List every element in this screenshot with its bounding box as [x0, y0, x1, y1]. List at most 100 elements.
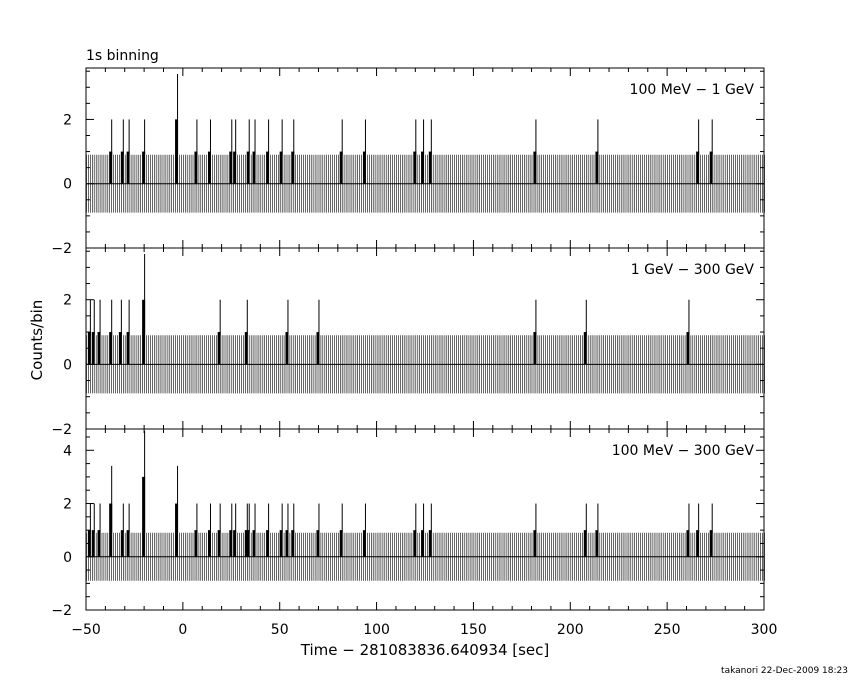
event-bin — [244, 503, 248, 557]
y-tick-label: 0 — [63, 177, 72, 193]
event-bin — [428, 119, 432, 184]
panel-2: −2 0 2 1 GeV − 300 GeV — [51, 247, 765, 438]
event-bin — [97, 503, 101, 557]
binning-label: 1s binning — [86, 48, 159, 64]
event-bin — [246, 503, 250, 557]
event-bin — [142, 430, 146, 557]
event-bin — [91, 299, 95, 365]
event-bin — [279, 119, 283, 184]
event-bin — [709, 119, 713, 184]
event-bin — [421, 503, 425, 557]
event-bin — [207, 119, 211, 184]
event-bin — [266, 119, 270, 184]
event-bin — [709, 503, 713, 557]
panel-3: −2 0 2 4 100 MeV − 300 GeV — [51, 428, 765, 619]
event-bin — [696, 119, 700, 184]
event-bin — [421, 119, 425, 184]
event-bin — [207, 503, 211, 557]
event-bin — [109, 465, 113, 557]
event-bin — [109, 119, 113, 184]
event-bin — [339, 119, 343, 184]
x-tick-label: 50 — [271, 622, 289, 638]
event-bin — [266, 503, 270, 557]
event-bin — [233, 503, 237, 557]
y-axis-label: Counts/bin — [28, 300, 46, 381]
event-bin — [126, 119, 130, 184]
panel-1: −2 0 2 100 MeV − 1 GeV — [51, 67, 765, 257]
event-bin — [252, 503, 256, 557]
x-tick-label: 0 — [178, 622, 187, 638]
event-bin — [316, 299, 320, 365]
event-bin — [279, 503, 283, 557]
energy-band-label: 1 GeV − 300 GeV — [631, 262, 755, 278]
event-bin — [217, 503, 221, 557]
event-bin — [194, 503, 198, 557]
x-tick-label: 100 — [363, 622, 390, 638]
event-bin — [252, 119, 256, 184]
event-bin — [246, 119, 250, 184]
event-bin — [120, 119, 124, 184]
event-bin — [291, 503, 295, 557]
y-tick-label: 2 — [63, 497, 72, 513]
panel-frame — [85, 428, 765, 611]
event-bin — [533, 299, 537, 365]
x-tick-label: 200 — [557, 622, 584, 638]
x-axis-label: Time − 281083836.640934 [sec] — [300, 641, 550, 659]
x-tick-labels: −50 0 50 100 150 200 250 300 — [71, 622, 777, 638]
energy-band-label: 100 MeV − 1 GeV — [630, 82, 755, 98]
event-bin — [97, 299, 101, 365]
event-bin — [194, 119, 198, 184]
y-tick-label: −2 — [51, 241, 72, 257]
event-bin — [583, 299, 587, 365]
energy-band-label: 100 MeV − 300 GeV — [612, 443, 755, 459]
event-bin — [91, 503, 95, 557]
x-tick-label: 150 — [460, 622, 487, 638]
event-bin — [142, 119, 146, 184]
event-bin — [595, 503, 599, 557]
y-tick-label: 2 — [63, 112, 72, 128]
y-tick-label: 0 — [63, 357, 72, 373]
event-bin — [175, 73, 179, 184]
event-bin — [413, 119, 417, 184]
event-bin — [595, 119, 599, 184]
event-bin — [686, 503, 690, 557]
y-tick-label: −2 — [51, 603, 72, 619]
event-bin — [142, 254, 146, 365]
x-tick-label: 250 — [654, 622, 681, 638]
event-bin — [233, 119, 237, 184]
event-bin — [285, 503, 289, 557]
y-tick-label: 4 — [63, 443, 72, 459]
y-tick-label: 2 — [63, 293, 72, 309]
event-bin — [118, 299, 122, 365]
event-bin — [533, 503, 537, 557]
y-tick-label: −2 — [51, 422, 72, 438]
event-bin — [229, 503, 233, 557]
event-bin — [120, 503, 124, 557]
credit-label: takanori 22-Dec-2009 18:23 — [721, 666, 848, 676]
event-bin — [109, 299, 113, 365]
event-bin — [217, 299, 221, 365]
event-bin — [696, 503, 700, 557]
event-bin — [316, 503, 320, 557]
y-tick-label: 0 — [63, 550, 72, 566]
x-tick-label: 300 — [751, 622, 778, 638]
event-bin — [413, 503, 417, 557]
event-bin — [175, 465, 179, 557]
event-bin — [428, 503, 432, 557]
event-bin — [339, 503, 343, 557]
event-bin — [244, 299, 248, 365]
event-bin — [362, 503, 366, 557]
event-bin — [285, 299, 289, 365]
event-bin — [126, 503, 130, 557]
x-tick-label: −50 — [71, 622, 101, 638]
event-bin — [229, 119, 233, 184]
event-bin — [291, 119, 295, 184]
event-bin — [126, 299, 130, 365]
event-bin — [533, 119, 537, 184]
event-bin — [362, 119, 366, 184]
event-bin — [686, 299, 690, 365]
event-bin — [583, 503, 587, 557]
